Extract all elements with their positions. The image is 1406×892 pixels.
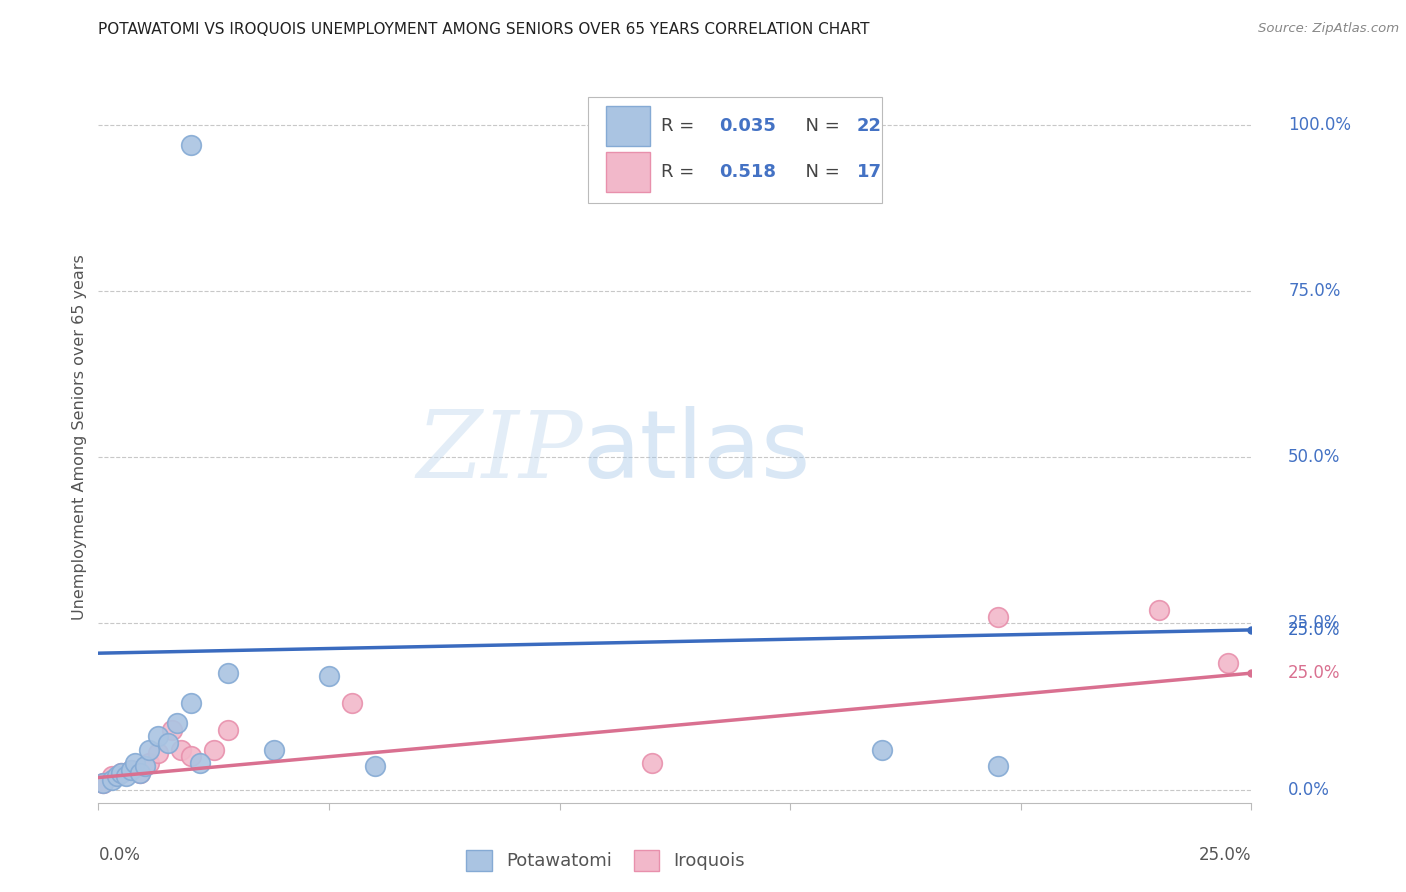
- Legend: Potawatomi, Iroquois: Potawatomi, Iroquois: [460, 843, 752, 878]
- Text: 25.0%: 25.0%: [1288, 665, 1341, 682]
- Text: 75.0%: 75.0%: [1288, 282, 1340, 300]
- Point: [180, 749, 202, 764]
- Text: atlas: atlas: [582, 406, 811, 498]
- Point: [105, 769, 128, 783]
- Point: [120, 763, 142, 777]
- Point: [124, 756, 146, 770]
- Text: 50.0%: 50.0%: [1288, 448, 1340, 466]
- Point: [641, 756, 664, 770]
- Point: [120, 763, 142, 777]
- Point: [156, 736, 179, 750]
- Point: [110, 765, 132, 780]
- Point: [263, 742, 285, 756]
- Point: [160, 723, 183, 737]
- Text: 0.518: 0.518: [718, 163, 776, 181]
- Point: [148, 729, 170, 743]
- Point: [180, 696, 202, 710]
- Text: POTAWATOMI VS IROQUOIS UNEMPLOYMENT AMONG SENIORS OVER 65 YEARS CORRELATION CHAR: POTAWATOMI VS IROQUOIS UNEMPLOYMENT AMON…: [98, 22, 870, 37]
- Text: 100.0%: 100.0%: [1288, 116, 1351, 134]
- Point: [166, 716, 188, 731]
- Point: [1147, 603, 1170, 617]
- Text: 0.035: 0.035: [718, 117, 776, 136]
- Text: N =: N =: [793, 117, 845, 136]
- Text: 17: 17: [858, 163, 882, 181]
- Text: 0.0%: 0.0%: [1288, 780, 1330, 798]
- Point: [987, 759, 1010, 773]
- Point: [364, 759, 387, 773]
- Text: R =: R =: [661, 117, 700, 136]
- Text: Source: ZipAtlas.com: Source: ZipAtlas.com: [1258, 22, 1399, 36]
- Text: 22: 22: [858, 117, 882, 136]
- Point: [138, 756, 160, 770]
- Point: [987, 609, 1010, 624]
- Point: [170, 742, 193, 756]
- Point: [318, 669, 340, 683]
- Text: 25.0%: 25.0%: [1288, 615, 1341, 632]
- Point: [91, 776, 114, 790]
- Point: [872, 742, 894, 756]
- Point: [101, 772, 124, 787]
- Point: [110, 765, 132, 780]
- Y-axis label: Unemployment Among Seniors over 65 years: Unemployment Among Seniors over 65 years: [72, 254, 87, 620]
- Point: [148, 746, 170, 760]
- Point: [217, 723, 239, 737]
- Point: [129, 765, 152, 780]
- Point: [115, 769, 138, 783]
- Point: [129, 765, 152, 780]
- Point: [188, 756, 211, 770]
- Point: [217, 666, 239, 681]
- FancyBboxPatch shape: [588, 97, 883, 203]
- Point: [340, 696, 363, 710]
- Point: [180, 137, 202, 152]
- Point: [138, 742, 160, 756]
- Text: ZIP: ZIP: [416, 407, 582, 497]
- FancyBboxPatch shape: [606, 106, 650, 146]
- FancyBboxPatch shape: [606, 153, 650, 193]
- Point: [101, 769, 124, 783]
- Point: [91, 776, 114, 790]
- Text: R =: R =: [661, 163, 700, 181]
- Text: 25.0%: 25.0%: [1288, 621, 1341, 639]
- Point: [202, 742, 225, 756]
- Text: 25.0%: 25.0%: [1199, 846, 1251, 864]
- Text: N =: N =: [793, 163, 845, 181]
- Text: 0.0%: 0.0%: [98, 846, 141, 864]
- Point: [134, 759, 156, 773]
- Point: [1218, 656, 1240, 670]
